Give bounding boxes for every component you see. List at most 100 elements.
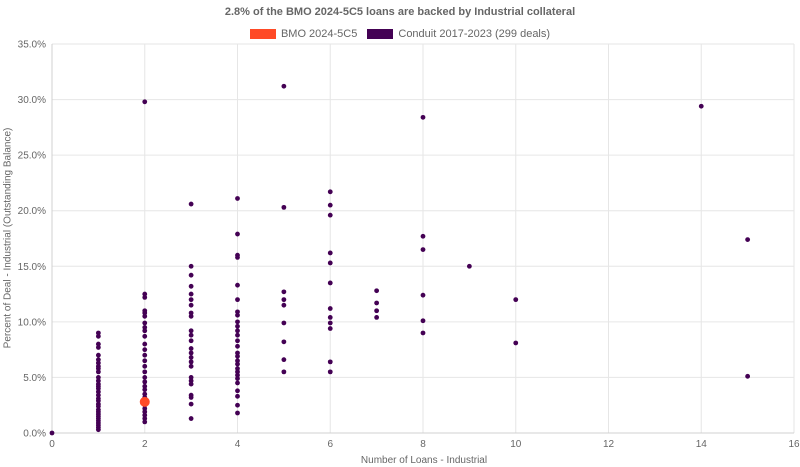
conduit-point[interactable] <box>142 363 148 369</box>
conduit-point[interactable] <box>466 263 472 269</box>
conduit-point[interactable] <box>745 237 751 243</box>
conduit-point[interactable] <box>281 339 287 345</box>
conduit-point[interactable] <box>142 406 148 411</box>
conduit-point[interactable] <box>327 202 333 208</box>
conduit-point[interactable] <box>142 325 148 330</box>
conduit-point[interactable] <box>188 332 194 338</box>
conduit-point[interactable] <box>95 352 101 358</box>
conduit-point[interactable] <box>95 369 101 375</box>
conduit-point[interactable] <box>188 263 194 269</box>
conduit-point[interactable] <box>235 350 240 356</box>
conduit-point[interactable] <box>327 326 333 331</box>
conduit-point[interactable] <box>235 361 240 367</box>
conduit-point[interactable] <box>188 310 194 316</box>
conduit-point[interactable] <box>235 372 240 378</box>
legend-item-bmo[interactable]: BMO 2024-5C5 <box>249 28 357 40</box>
conduit-point[interactable] <box>49 430 55 436</box>
conduit-point[interactable] <box>327 189 333 195</box>
conduit-point[interactable] <box>327 280 333 286</box>
conduit-point[interactable] <box>235 338 240 344</box>
conduit-point[interactable] <box>235 282 240 288</box>
conduit-point[interactable] <box>188 381 194 387</box>
conduit-point[interactable] <box>142 358 148 364</box>
conduit-point[interactable] <box>420 247 426 253</box>
conduit-point[interactable] <box>327 320 333 326</box>
conduit-point[interactable] <box>188 338 194 344</box>
conduit-point[interactable] <box>142 409 148 415</box>
conduit-point[interactable] <box>235 328 240 334</box>
conduit-point[interactable] <box>420 330 426 336</box>
conduit-point[interactable] <box>95 427 101 433</box>
conduit-point[interactable] <box>235 332 240 338</box>
conduit-point[interactable] <box>188 283 194 289</box>
conduit-point[interactable] <box>142 375 148 380</box>
conduit-point[interactable] <box>235 388 240 394</box>
conduit-point[interactable] <box>188 297 194 303</box>
conduit-point[interactable] <box>235 376 240 381</box>
conduit-point[interactable] <box>188 401 194 407</box>
conduit-point[interactable] <box>235 319 240 325</box>
conduit-point[interactable] <box>188 272 194 278</box>
conduit-point[interactable] <box>95 386 101 391</box>
conduit-point[interactable] <box>142 347 148 353</box>
conduit-point[interactable] <box>420 114 426 120</box>
conduit-point[interactable] <box>188 346 194 351</box>
conduit-point[interactable] <box>95 398 101 404</box>
conduit-point[interactable] <box>95 341 101 347</box>
conduit-point[interactable] <box>142 391 148 397</box>
conduit-point[interactable] <box>235 410 240 416</box>
conduit-point[interactable] <box>235 358 240 364</box>
conduit-point[interactable] <box>235 380 240 386</box>
conduit-point[interactable] <box>281 297 287 303</box>
conduit-point[interactable] <box>142 320 148 326</box>
conduit-point[interactable] <box>95 389 101 395</box>
legend-item-conduit[interactable]: Conduit 2017-2023 (299 deals) <box>367 28 550 40</box>
conduit-point[interactable] <box>188 355 194 360</box>
conduit-point[interactable] <box>95 375 101 380</box>
conduit-point[interactable] <box>513 340 519 346</box>
conduit-point[interactable] <box>95 330 101 336</box>
conduit-point[interactable] <box>235 369 240 375</box>
conduit-point[interactable] <box>95 392 101 398</box>
conduit-point[interactable] <box>142 369 148 375</box>
conduit-point[interactable] <box>281 289 287 295</box>
conduit-point[interactable] <box>420 318 426 324</box>
conduit-point[interactable] <box>142 313 148 319</box>
conduit-point[interactable] <box>327 260 333 266</box>
conduit-point[interactable] <box>142 416 148 421</box>
conduit-point[interactable] <box>374 300 380 306</box>
conduit-point[interactable] <box>235 312 240 318</box>
conduit-point[interactable] <box>188 350 194 356</box>
conduit-point[interactable] <box>188 359 194 365</box>
conduit-point[interactable] <box>188 302 194 308</box>
conduit-point[interactable] <box>142 352 148 358</box>
conduit-point[interactable] <box>142 310 148 316</box>
conduit-point[interactable] <box>142 419 148 425</box>
conduit-point[interactable] <box>188 375 194 380</box>
conduit-point[interactable] <box>235 402 240 408</box>
conduit-point[interactable] <box>420 292 426 298</box>
conduit-point[interactable] <box>327 315 333 320</box>
conduit-point[interactable] <box>188 291 194 297</box>
conduit-point[interactable] <box>327 369 333 375</box>
conduit-point[interactable] <box>374 315 380 320</box>
conduit-point[interactable] <box>513 297 519 303</box>
conduit-point[interactable] <box>142 328 148 334</box>
conduit-point[interactable] <box>188 313 194 319</box>
conduit-point[interactable] <box>235 366 240 371</box>
conduit-point[interactable] <box>235 254 240 260</box>
conduit-point[interactable] <box>420 233 426 239</box>
conduit-point[interactable] <box>281 83 287 89</box>
conduit-point[interactable] <box>235 343 240 349</box>
conduit-point[interactable] <box>281 357 287 363</box>
conduit-point[interactable] <box>188 328 194 334</box>
conduit-point[interactable] <box>235 196 240 201</box>
conduit-point[interactable] <box>281 369 287 375</box>
conduit-point[interactable] <box>95 378 101 384</box>
conduit-point[interactable] <box>95 360 101 366</box>
conduit-point[interactable] <box>188 201 194 207</box>
conduit-point[interactable] <box>188 378 194 384</box>
conduit-point[interactable] <box>142 379 148 385</box>
conduit-point[interactable] <box>235 393 240 399</box>
conduit-point[interactable] <box>188 395 194 400</box>
